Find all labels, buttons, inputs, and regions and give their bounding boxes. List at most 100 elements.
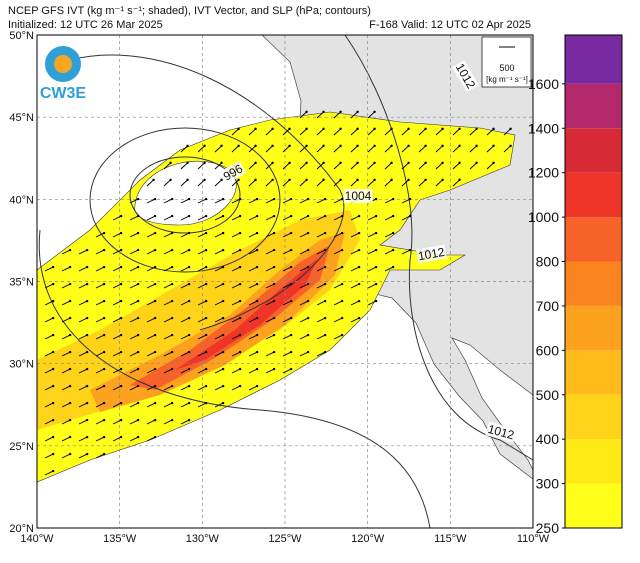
ivt-vector-head [169, 178, 172, 182]
ivt-vector [197, 198, 207, 204]
colorbar-band [565, 128, 622, 173]
ivt-vector-head [356, 127, 359, 131]
ivt-vector [231, 283, 241, 289]
ivt-vector [112, 419, 122, 425]
ivt-vector-head [187, 384, 191, 388]
ivt-vector-head [340, 333, 344, 337]
ivt-vector-head [271, 144, 274, 148]
ivt-vector [367, 283, 377, 289]
ivt-vector [61, 419, 71, 425]
ivt-vector [180, 198, 190, 204]
ivt-vector [112, 215, 122, 221]
contour-label: 1004 [345, 189, 372, 203]
ivt-vector [44, 334, 54, 340]
ivt-vector-head [424, 161, 427, 165]
ivt-vector-head [306, 231, 310, 235]
ivt-vector [197, 385, 207, 391]
ivt-vector-head [390, 144, 393, 148]
ivt-vector [163, 162, 171, 170]
colorbar-band [565, 439, 622, 484]
ivt-vector [61, 266, 71, 272]
ivt-vector-head [255, 299, 259, 303]
ivt-vector [78, 402, 88, 408]
ivt-vector-head [220, 178, 223, 182]
ivt-vector [78, 317, 88, 323]
ivt-vector [163, 249, 173, 255]
ivt-vector-head [204, 316, 208, 320]
ivt-vector-head [85, 435, 89, 439]
ivt-vector-head [238, 265, 242, 269]
ivt-vector-head [255, 197, 259, 201]
ivt-vector [95, 368, 105, 374]
colorbar-tick-label: 400 [536, 431, 560, 447]
ivt-vector-head [221, 384, 225, 388]
ivt-vector [299, 145, 307, 153]
ivt-vector-head [170, 316, 174, 320]
ivt-vector-head [204, 333, 208, 337]
ivt-vector [61, 368, 71, 374]
ivt-vector [367, 162, 375, 170]
ivt-vector [248, 198, 258, 204]
contour [69, 54, 345, 331]
ivt-vector-head [458, 127, 461, 131]
ivt-vector-head [238, 282, 242, 286]
ivt-vector [282, 368, 292, 374]
ivt-vector [44, 470, 54, 476]
ivt-vector [282, 232, 292, 238]
ivt-vector [384, 145, 392, 153]
colorbar-tick-label: 1400 [528, 120, 559, 136]
ivt-vector [197, 351, 207, 357]
ivt-vector-head [170, 248, 174, 252]
contour-label-bg [452, 60, 479, 93]
ivt-vector-head [102, 316, 106, 320]
ivt-vector [197, 145, 205, 153]
ivt-vector [401, 179, 409, 187]
ivt-vector-head [221, 401, 225, 405]
ivt-vector [214, 368, 224, 374]
ivt-vector-head [68, 384, 72, 388]
ivt-vector-head [220, 144, 223, 148]
ivt-vector [231, 266, 241, 272]
ivt-vector-head [323, 316, 327, 320]
ivt-vector [214, 402, 224, 408]
ivt-vector [265, 300, 275, 306]
ivt-vector [435, 179, 443, 187]
ivt-vector-head [441, 161, 444, 165]
ivt-vector-head [136, 248, 140, 252]
ivt-vector-head [119, 401, 123, 405]
ivt-vector-head [204, 214, 208, 218]
ivt-vector [282, 334, 292, 340]
ivt-vector [129, 266, 139, 272]
ivt-vector [214, 145, 222, 153]
ivt-vector [180, 162, 188, 170]
ivt-vector [163, 266, 173, 272]
ivt-vector-head [357, 248, 361, 252]
ivt-vector [333, 300, 343, 306]
colorbar-tick-label: 1000 [528, 209, 559, 225]
ivt-vector [384, 162, 392, 170]
ivt-vector-head [254, 144, 257, 148]
ivt-vector [299, 266, 309, 272]
ivt-vector-head [339, 178, 342, 182]
ivt-vector [78, 334, 88, 340]
ivt-vector-head [85, 316, 89, 320]
ivt-vector-head [288, 144, 291, 148]
colorbar-band [565, 394, 622, 440]
colorbar-frame [564, 34, 623, 529]
ivt-vector [78, 283, 88, 289]
ivt-vector-head [136, 299, 140, 303]
ivt-vector-head [306, 333, 310, 337]
ivt-vector [146, 179, 154, 187]
ivt-vector [265, 249, 275, 255]
ivt-vector [78, 266, 88, 272]
ivt-vector [350, 283, 360, 289]
ivt-vector-head [272, 214, 276, 218]
ivt-vector-head [221, 350, 225, 354]
ivt-vector-head [221, 231, 225, 235]
ivt-vector-head [136, 367, 140, 371]
ivt-vector [401, 145, 409, 153]
ivt-vector [95, 317, 105, 323]
ivt-vector [129, 402, 139, 408]
ivt-vector [299, 111, 307, 119]
ivt-vector [486, 145, 494, 153]
